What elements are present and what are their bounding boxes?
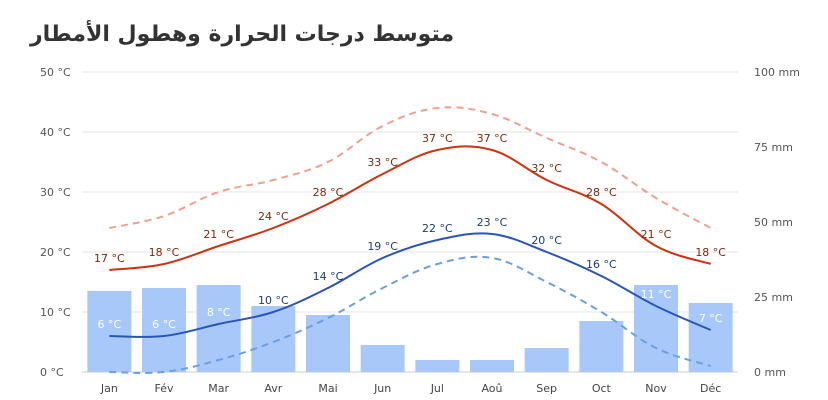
month-label: Mar bbox=[208, 382, 229, 395]
month-axis-labels: Jan Fév Mar Avr Mai Jun Jul Aoû Sep Oct Nov Déc bbox=[100, 382, 721, 395]
min-temp-label: 22 °C bbox=[422, 222, 453, 235]
precipitation-bar bbox=[142, 288, 186, 372]
min-temp-label: 10 °C bbox=[258, 294, 289, 307]
grid-lines bbox=[82, 71, 738, 373]
max-temp-label: 18 °C bbox=[695, 246, 726, 259]
precipitation-bar bbox=[470, 360, 514, 372]
min-temp-label: 11 °C bbox=[641, 288, 672, 301]
max-temp-label: 37 °C bbox=[422, 132, 453, 145]
max-temp-label: 32 °C bbox=[531, 162, 562, 175]
month-label: Fév bbox=[154, 382, 173, 395]
min-temp-label: 19 °C bbox=[367, 240, 398, 253]
max-temp-label: 18 °C bbox=[149, 246, 180, 259]
temperature-line bbox=[109, 145, 711, 271]
temperature-lines bbox=[109, 106, 712, 374]
right-tick-label: 0 mm bbox=[754, 366, 786, 379]
month-label: Nov bbox=[645, 382, 667, 395]
dashed-temperature-line bbox=[109, 255, 711, 374]
month-label: Jul bbox=[430, 382, 444, 395]
left-axis-ticks: 0 °C 10 °C 20 °C 30 °C 40 °C 50 °C bbox=[40, 66, 71, 379]
min-temp-label: 16 °C bbox=[586, 258, 617, 271]
max-temp-label: 37 °C bbox=[477, 132, 508, 145]
precipitation-bar bbox=[524, 348, 569, 372]
month-label: Oct bbox=[592, 382, 612, 395]
temperature-line bbox=[109, 232, 712, 338]
precipitation-bar bbox=[87, 291, 132, 372]
max-temp-label: 17 °C bbox=[94, 252, 125, 265]
min-temp-label: 7 °C bbox=[699, 312, 723, 325]
max-temp-label: 24 °C bbox=[258, 210, 289, 223]
max-temp-label: 28 °C bbox=[313, 186, 344, 199]
right-tick-label: 50 mm bbox=[754, 216, 793, 229]
max-temp-label: 28 °C bbox=[586, 186, 617, 199]
precipitation-bar bbox=[688, 303, 733, 372]
left-tick-label: 0 °C bbox=[40, 366, 64, 379]
max-temp-label: 21 °C bbox=[203, 228, 234, 241]
right-axis-ticks: 0 mm 25 mm 50 mm 75 mm 100 mm bbox=[754, 66, 800, 379]
left-tick-label: 30 °C bbox=[40, 186, 71, 199]
month-label: Avr bbox=[264, 382, 282, 395]
precipitation-bar bbox=[634, 285, 678, 372]
min-temp-label: 23 °C bbox=[477, 216, 508, 229]
right-tick-label: 100 mm bbox=[754, 66, 800, 79]
month-label: Jun bbox=[373, 382, 391, 395]
left-tick-label: 40 °C bbox=[40, 126, 71, 139]
month-label: Aoû bbox=[481, 382, 502, 395]
max-temp-label: 21 °C bbox=[641, 228, 672, 241]
max-temp-label: 33 °C bbox=[367, 156, 398, 169]
precipitation-bars bbox=[87, 285, 733, 372]
precipitation-bar bbox=[306, 315, 350, 372]
data-labels: 17 °C 18 °C 21 °C 24 °C 28 °C 33 °C 37 °C 37 °C… bbox=[94, 132, 726, 331]
right-tick-label: 75 mm bbox=[754, 141, 793, 154]
min-temp-label: 8 °C bbox=[207, 306, 231, 319]
min-temp-label: 14 °C bbox=[313, 270, 344, 283]
min-temp-label: 6 °C bbox=[152, 318, 176, 331]
right-tick-label: 25 mm bbox=[754, 291, 793, 304]
precipitation-bar bbox=[579, 321, 624, 372]
left-tick-label: 20 °C bbox=[40, 246, 71, 259]
month-label: Sep bbox=[536, 382, 557, 395]
min-temp-label: 6 °C bbox=[97, 318, 121, 331]
month-label: Mai bbox=[318, 382, 337, 395]
left-tick-label: 50 °C bbox=[40, 66, 71, 79]
chart-title: متوسط درجات الحرارة وهطول الأمطار bbox=[30, 22, 455, 47]
precipitation-bar bbox=[415, 360, 460, 372]
month-label: Déc bbox=[700, 382, 721, 395]
left-tick-label: 10 °C bbox=[40, 306, 71, 319]
precipitation-bar bbox=[360, 345, 405, 372]
min-temp-label: 20 °C bbox=[531, 234, 562, 247]
month-label: Jan bbox=[100, 382, 118, 395]
dashed-temperature-line bbox=[109, 106, 712, 229]
